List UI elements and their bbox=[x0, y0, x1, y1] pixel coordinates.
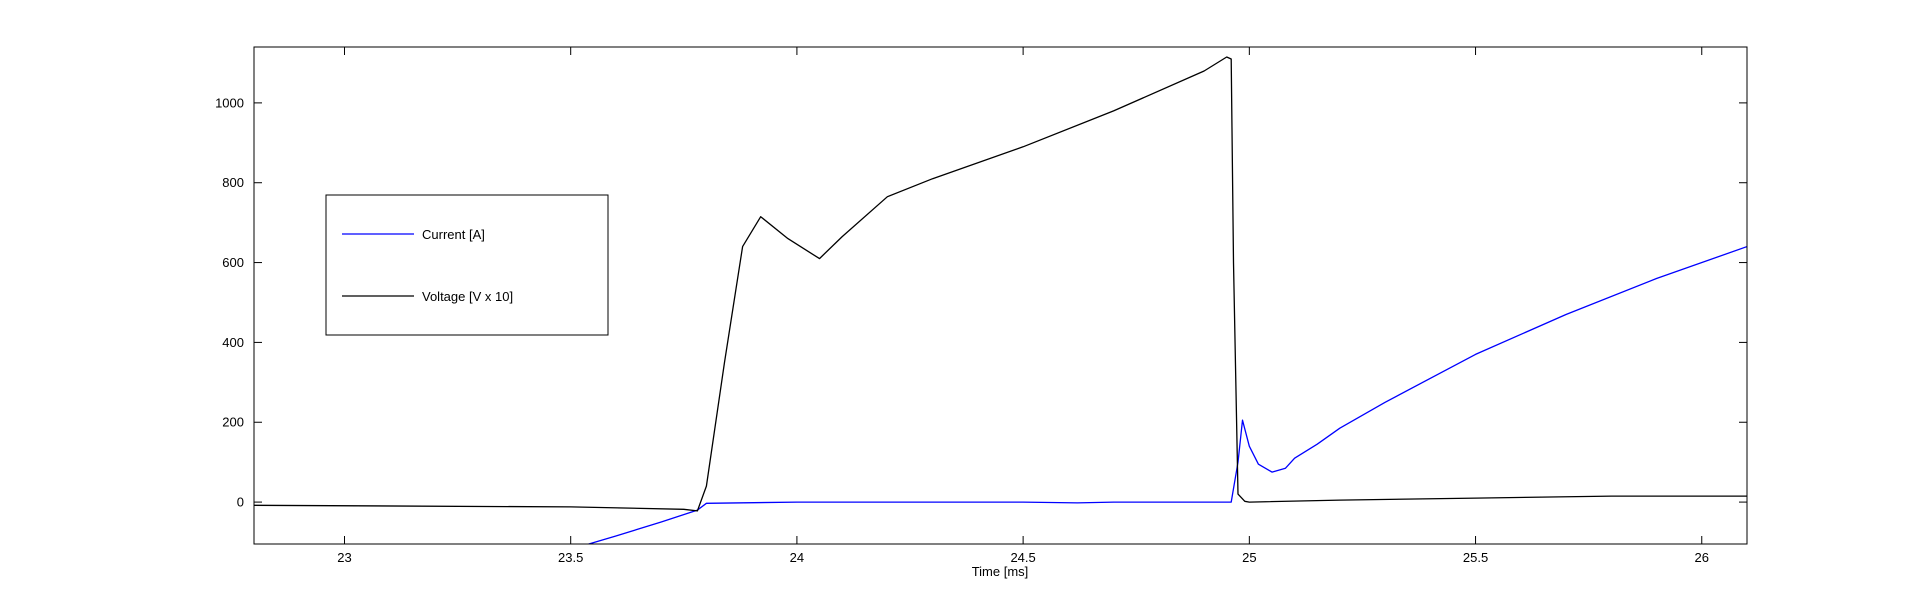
legend-label-current: Current [A] bbox=[422, 227, 485, 242]
y-tick-label: 0 bbox=[237, 495, 244, 510]
tick-layer: 23 23.5 24 24.5 25 25.5 26 0 200 400 600 800 1000 bbox=[215, 47, 1747, 565]
y-tick-label: 200 bbox=[222, 415, 244, 430]
x-tick-label: 24.5 bbox=[1010, 550, 1035, 565]
x-tick-label: 24 bbox=[790, 550, 804, 565]
y-tick-label: 1000 bbox=[215, 95, 244, 110]
y-tick-label: 400 bbox=[222, 335, 244, 350]
plot-frame bbox=[253, 46, 1748, 545]
x-tick-label: 23 bbox=[337, 550, 351, 565]
x-tick-label: 25.5 bbox=[1463, 550, 1488, 565]
legend-box bbox=[325, 194, 609, 336]
y-tick-label: 800 bbox=[222, 175, 244, 190]
x-tick-label: 26 bbox=[1695, 550, 1709, 565]
y-tick-label: 600 bbox=[222, 255, 244, 270]
legend-label-voltage: Voltage [V x 10] bbox=[422, 289, 513, 304]
x-tick-label: 25 bbox=[1242, 550, 1256, 565]
legend: Current [A] Voltage [V x 10] bbox=[325, 194, 609, 336]
series-line-voltage bbox=[254, 56, 1747, 512]
x-axis-label: Time [ms] bbox=[972, 564, 1029, 579]
series-layer bbox=[254, 56, 1747, 544]
x-tick-label: 23.5 bbox=[558, 550, 583, 565]
